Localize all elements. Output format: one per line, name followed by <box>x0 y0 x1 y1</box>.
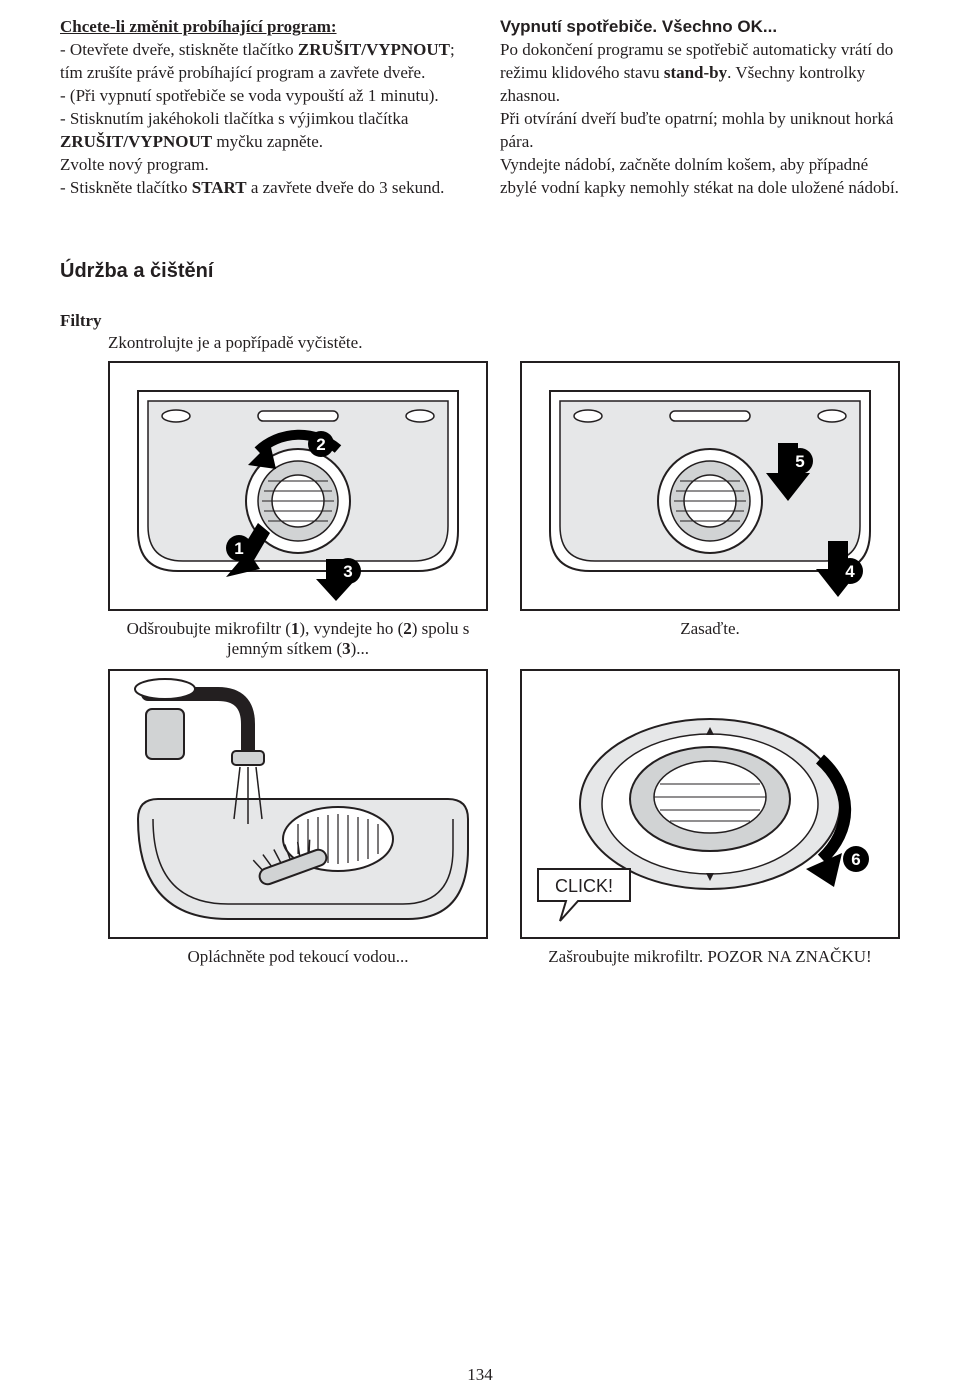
fig-1: 2 1 3 Odšroubujte mikrofiltr (1), vyndej… <box>108 361 488 659</box>
left-p5-a: - Stiskněte tlačítko <box>60 178 192 197</box>
filter-insert-illustration: 5 4 <box>520 361 900 611</box>
right-column: Vypnutí spotřebiče. Všechno OK... Po dok… <box>500 16 900 200</box>
caption-1: Odšroubujte mikrofiltr (1), vyndejte ho … <box>108 619 488 659</box>
left-p1-b: ZRUŠIT/VYPNOUT <box>298 40 450 59</box>
section-title: Údržba a čištění <box>60 260 900 283</box>
caption-3: Opláchněte pod tekoucí vodou... <box>108 947 488 967</box>
filters-text: Zkontrolujte je a popřípadě vyčistěte. <box>108 333 900 353</box>
fig-row-2: Opláchněte pod tekoucí vodou... CLICK <box>108 669 900 967</box>
filters-label: Filtry <box>60 311 900 331</box>
left-column: Chcete-li změnit probíhající program: - … <box>60 16 460 200</box>
svg-text:4: 4 <box>845 562 855 581</box>
left-p5: - Stiskněte tlačítko START a zavřete dve… <box>60 177 460 200</box>
left-p3: - Stisknutím jakéhokoli tlačítka s výjim… <box>60 108 460 154</box>
svg-text:6: 6 <box>851 850 860 869</box>
cap1-f: 3 <box>342 639 351 658</box>
caption-2: Zasaďte. <box>520 619 900 639</box>
left-p4: Zvolte nový program. <box>60 154 460 177</box>
right-p1-b: stand-by <box>664 63 727 82</box>
caption-4: Zašroubujte mikrofiltr. POZOR NA ZNAČKU! <box>520 947 900 967</box>
fig-3: Opláchněte pod tekoucí vodou... <box>108 669 488 967</box>
cap1-d: 2 <box>403 619 412 638</box>
cap1-g: )... <box>351 639 369 658</box>
cap1-a: Odšroubujte mikrofiltr ( <box>127 619 291 638</box>
right-p2: Při otvírání dveří buďte opatrní; mohla … <box>500 108 900 154</box>
right-p1: Po dokončení programu se spotřebič autom… <box>500 39 900 108</box>
intro-columns: Chcete-li změnit probíhající program: - … <box>60 16 900 200</box>
svg-text:5: 5 <box>795 452 804 471</box>
fig-row-1: 2 1 3 Odšroubujte mikrofiltr (1), vyndej… <box>108 361 900 659</box>
left-p3-c: myčku zapněte. <box>212 132 323 151</box>
left-p5-b: START <box>192 178 247 197</box>
right-p3: Vyndejte nádobí, začněte dolním košem, a… <box>500 154 900 200</box>
page-number: 134 <box>0 1365 960 1385</box>
svg-text:2: 2 <box>316 435 325 454</box>
left-p5-c: a zavřete dveře do 3 sekund. <box>247 178 445 197</box>
screw-in-illustration: CLICK! 6 <box>520 669 900 939</box>
left-p3-b: ZRUŠIT/VYPNOUT <box>60 132 212 151</box>
filter-remove-illustration: 2 1 3 <box>108 361 488 611</box>
left-heading: Chcete-li změnit probíhající program: <box>60 16 460 39</box>
right-heading: Vypnutí spotřebiče. Všechno OK... <box>500 16 900 39</box>
fig-2: 5 4 Zasaďte. <box>520 361 900 659</box>
left-p1-a: - Otevřete dveře, stiskněte tlačítko <box>60 40 298 59</box>
svg-text:CLICK!: CLICK! <box>555 876 613 896</box>
left-p2: - (Při vypnutí spotřebiče se voda vypouš… <box>60 85 460 108</box>
left-p3-a: - Stisknutím jakéhokoli tlačítka s výjim… <box>60 109 408 128</box>
left-p1: - Otevřete dveře, stiskněte tlačítko ZRU… <box>60 39 460 85</box>
rinse-illustration <box>108 669 488 939</box>
cap1-c: ), vyndejte ho ( <box>299 619 403 638</box>
fig-4: CLICK! 6 Zašroubujte mikrofiltr. POZOR N… <box>520 669 900 967</box>
svg-text:3: 3 <box>343 562 352 581</box>
svg-text:1: 1 <box>234 539 243 558</box>
